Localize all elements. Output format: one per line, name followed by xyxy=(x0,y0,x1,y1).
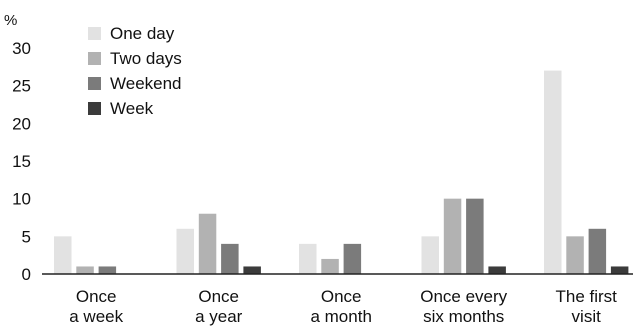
bar-one-day xyxy=(54,236,72,274)
bar-two-days xyxy=(198,213,217,274)
bar-one-day xyxy=(421,236,439,274)
y-tick-label: 25 xyxy=(12,77,31,96)
bar-weekend xyxy=(221,243,239,274)
legend-swatch xyxy=(88,102,101,115)
legend-item: One day xyxy=(88,24,175,43)
y-axis-ticks: 0 5 10 15 20 25 30 xyxy=(12,39,31,284)
bar-weekend xyxy=(588,228,607,274)
bar-two-days xyxy=(443,198,462,274)
legend-item: Week xyxy=(88,99,154,118)
bar-weekend xyxy=(466,198,484,274)
y-tick-label: 0 xyxy=(22,265,31,284)
bar-week xyxy=(243,266,261,274)
bar-weekend xyxy=(98,266,117,274)
y-tick-label: 10 xyxy=(12,190,31,209)
legend-swatch xyxy=(88,27,101,40)
legend-swatch xyxy=(88,52,101,65)
bar-week xyxy=(488,266,506,274)
bars-group xyxy=(54,70,629,274)
category-label: Once a year xyxy=(195,287,243,326)
legend-label: Weekend xyxy=(110,74,182,93)
y-tick-label: 20 xyxy=(12,114,31,133)
bar-one-day xyxy=(544,70,562,274)
legend-item: Two days xyxy=(88,49,182,68)
y-tick-label: 15 xyxy=(12,152,31,171)
bar-one-day xyxy=(299,243,317,274)
legend-label: One day xyxy=(110,24,175,43)
y-tick-label: 30 xyxy=(12,39,31,58)
legend-label: Week xyxy=(110,99,154,118)
legend: One day Two days Weekend Week xyxy=(88,24,182,118)
category-labels: Once a week Once a year Once a month Once ever… xyxy=(69,287,617,326)
bar-weekend xyxy=(343,243,362,274)
y-axis-unit-label: % xyxy=(4,12,17,29)
legend-item: Weekend xyxy=(88,74,182,93)
category-label: The first visit xyxy=(555,287,617,326)
y-tick-label: 5 xyxy=(22,227,31,246)
legend-label: Two days xyxy=(110,49,182,68)
bar-one-day xyxy=(176,228,194,274)
bar-two-days xyxy=(76,266,94,274)
bar-week xyxy=(610,266,629,274)
category-label: Once a month xyxy=(310,287,371,326)
bar-two-days xyxy=(566,236,584,274)
category-label: Once a week xyxy=(69,287,123,326)
category-label: Once every six months xyxy=(420,287,507,326)
bar-two-days xyxy=(321,258,339,274)
legend-swatch xyxy=(88,77,101,90)
